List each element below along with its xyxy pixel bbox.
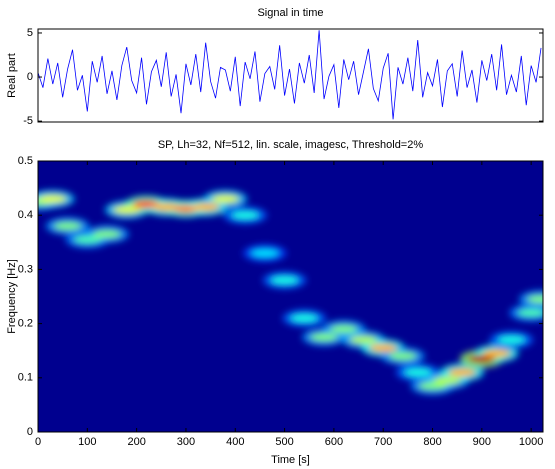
axes-frame bbox=[37, 28, 544, 123]
ridge-core bbox=[231, 211, 260, 220]
x-tick-label: 0 bbox=[35, 436, 41, 448]
y-tick-label: -5 bbox=[23, 115, 33, 127]
x-tick-label: 300 bbox=[177, 436, 195, 448]
ridge-core bbox=[250, 249, 279, 258]
x-tick-label: 900 bbox=[473, 436, 491, 448]
y-tick-label: 5 bbox=[27, 27, 33, 39]
ridge-core bbox=[369, 343, 398, 352]
ridge bbox=[38, 189, 543, 395]
ridge-core bbox=[93, 230, 122, 239]
x-tick-label: 1000 bbox=[519, 436, 543, 448]
x-tick-label: 100 bbox=[78, 436, 96, 448]
ridge-core bbox=[517, 308, 543, 317]
ridge-core bbox=[53, 222, 82, 231]
ridge-core bbox=[329, 325, 358, 334]
y-tick-label: 0 bbox=[27, 426, 33, 438]
x-tick-label: 800 bbox=[423, 436, 441, 448]
x-tick-label: 200 bbox=[127, 436, 145, 448]
x-tick-label: 600 bbox=[325, 436, 343, 448]
ridge-core bbox=[403, 368, 432, 377]
ridge-core bbox=[310, 333, 339, 342]
y-tick-label: 0.3 bbox=[18, 263, 33, 275]
y-tick-label: 0.5 bbox=[18, 155, 33, 167]
axes-frame bbox=[37, 160, 544, 433]
ridge-core bbox=[482, 349, 511, 358]
ridge-core bbox=[497, 335, 526, 344]
ridge-core bbox=[38, 194, 67, 203]
chart-title: Signal in time bbox=[257, 7, 323, 19]
y-tick-label: 0.2 bbox=[18, 318, 33, 330]
ridge-core bbox=[388, 352, 417, 361]
y-axis-label: Frequency [Hz] bbox=[6, 259, 18, 334]
ridge-core bbox=[349, 335, 378, 344]
y-tick-label: 0.1 bbox=[18, 372, 33, 384]
plot-background bbox=[38, 161, 543, 432]
ridge-core bbox=[448, 368, 477, 377]
ridge-core bbox=[191, 203, 220, 212]
ridge-core bbox=[467, 354, 496, 363]
y-axis-label: Real part bbox=[6, 53, 18, 98]
ridge-core bbox=[270, 276, 299, 285]
ridge-core bbox=[433, 376, 462, 385]
chart-title: SP, Lh=32, Nf=512, lin. scale, imagesc, … bbox=[158, 139, 424, 151]
ridge-core bbox=[112, 205, 141, 214]
ridge-core bbox=[290, 314, 319, 323]
x-axis-label: Time [s] bbox=[271, 454, 310, 466]
ridge-core bbox=[73, 235, 102, 244]
x-tick-label: 500 bbox=[275, 436, 293, 448]
y-tick-label: 0.4 bbox=[18, 209, 33, 221]
ridge-core bbox=[527, 295, 543, 304]
x-tick-label: 700 bbox=[374, 436, 392, 448]
x-tick-label: 400 bbox=[226, 436, 244, 448]
ridge-core bbox=[211, 194, 240, 203]
ridge-core bbox=[418, 381, 447, 390]
y-tick-label: 0 bbox=[27, 71, 33, 83]
signal-line bbox=[38, 30, 542, 120]
